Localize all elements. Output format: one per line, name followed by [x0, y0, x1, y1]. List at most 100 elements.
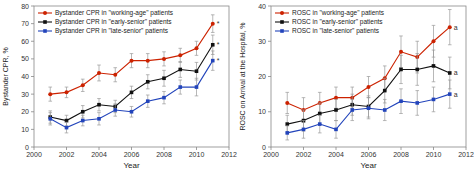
legend-item: Bystander CPR in "early-senior" patients: [38, 18, 172, 26]
y-tick: [31, 6, 34, 7]
y-tick-label: 30: [21, 91, 29, 98]
marker: [334, 96, 338, 100]
marker: [81, 83, 85, 87]
error-bar: [48, 87, 52, 101]
error-bar: [350, 99, 354, 120]
x-tick-label: 2000: [263, 151, 279, 158]
error-bar: [162, 52, 166, 66]
marker: [195, 85, 199, 89]
marker: [334, 108, 338, 112]
y-tick-label: 40: [258, 3, 266, 10]
x-tick: [303, 147, 304, 150]
legend-label: ROSC in "working-age" patients: [292, 9, 385, 17]
x-tick-label: 2004: [91, 151, 107, 158]
marker: [48, 117, 52, 121]
error-bar: [146, 54, 150, 68]
y-tick: [31, 58, 34, 59]
marker: [432, 39, 436, 43]
marker: [285, 101, 289, 105]
error-bar: [48, 113, 52, 125]
marker: [318, 122, 322, 126]
x-tick: [196, 147, 197, 150]
marker: [48, 92, 52, 96]
x-tick: [99, 147, 100, 150]
marker: [367, 106, 371, 110]
legend-item: ROSC in "late-senior" patients: [275, 27, 380, 35]
marker: [399, 68, 403, 72]
series-line: [50, 45, 213, 121]
marker: [334, 128, 338, 132]
y-tick-label: 40: [21, 73, 29, 80]
error-bar: [334, 121, 338, 139]
marker: [318, 112, 322, 116]
y-tick: [31, 41, 34, 42]
marker: [302, 128, 306, 132]
error-bar: [146, 75, 150, 89]
marker: [97, 103, 101, 107]
marker: [448, 71, 452, 75]
y-tick: [268, 147, 271, 148]
error-bar: [334, 99, 338, 120]
y-tick: [31, 147, 34, 148]
x-tick: [34, 147, 35, 150]
x-tick-label: 2008: [393, 151, 409, 158]
marker: [146, 59, 150, 63]
error-bar: [146, 95, 150, 107]
y-tick: [31, 94, 34, 95]
x-tick-label: 2002: [296, 151, 312, 158]
y-axis-label: ROSC on Arrival at the Hospital, %: [239, 22, 247, 130]
y-tick-label: 0: [262, 144, 266, 151]
y-tick-label: 50: [21, 55, 29, 62]
plot-data: [285, 10, 452, 140]
series-line: [50, 24, 213, 95]
y-tick-label: 20: [258, 73, 266, 80]
error-bars: [48, 35, 214, 126]
marker: [383, 89, 387, 93]
error-bars: [48, 51, 214, 133]
marker: [432, 64, 436, 68]
series-line: [287, 94, 450, 133]
marker: [178, 68, 182, 72]
y-tick: [31, 76, 34, 77]
x-tick-label: 2006: [124, 151, 140, 158]
legend-label: Bystander CPR in "early-senior" patients: [55, 18, 172, 26]
x-tick-label: 2008: [156, 151, 172, 158]
error-bar: [162, 70, 166, 86]
marker: [162, 76, 166, 80]
error-bar: [130, 106, 134, 117]
error-bar: [130, 54, 134, 68]
error-bar: [195, 41, 199, 55]
x-tick: [164, 147, 165, 150]
y-tick-label: 10: [21, 126, 29, 133]
legend-item: ROSC in "working-age" patients: [275, 9, 385, 17]
error-bar: [367, 98, 371, 119]
error-bar: [195, 62, 199, 80]
y-tick-label: 10: [258, 108, 266, 115]
marker: [211, 22, 215, 26]
marker: [162, 57, 166, 61]
marker: [211, 59, 215, 63]
marker: [350, 108, 354, 112]
error-bar: [415, 91, 419, 116]
error-bars: [48, 15, 214, 101]
series-line: [287, 66, 450, 124]
y-tick-label: 80: [21, 3, 29, 10]
legend-marker: [280, 20, 284, 24]
y-tick: [31, 23, 34, 24]
error-bar: [97, 113, 101, 125]
marker: [81, 119, 85, 123]
marker: [97, 71, 101, 75]
marker: [97, 117, 101, 121]
annotation: a: [454, 24, 458, 31]
plot-frame: [34, 6, 229, 147]
x-tick: [401, 147, 402, 150]
x-tick-label: 2010: [189, 151, 205, 158]
legend-item: Bystander CPR in "working-age" patients: [38, 9, 174, 17]
legend-marker: [43, 29, 47, 33]
error-bar: [178, 80, 182, 94]
legend: ROSC in "working-age" patientsROSC in "e…: [275, 9, 385, 35]
error-bar: [81, 79, 85, 91]
marker: [285, 131, 289, 135]
marker: [162, 96, 166, 100]
marker: [146, 99, 150, 103]
